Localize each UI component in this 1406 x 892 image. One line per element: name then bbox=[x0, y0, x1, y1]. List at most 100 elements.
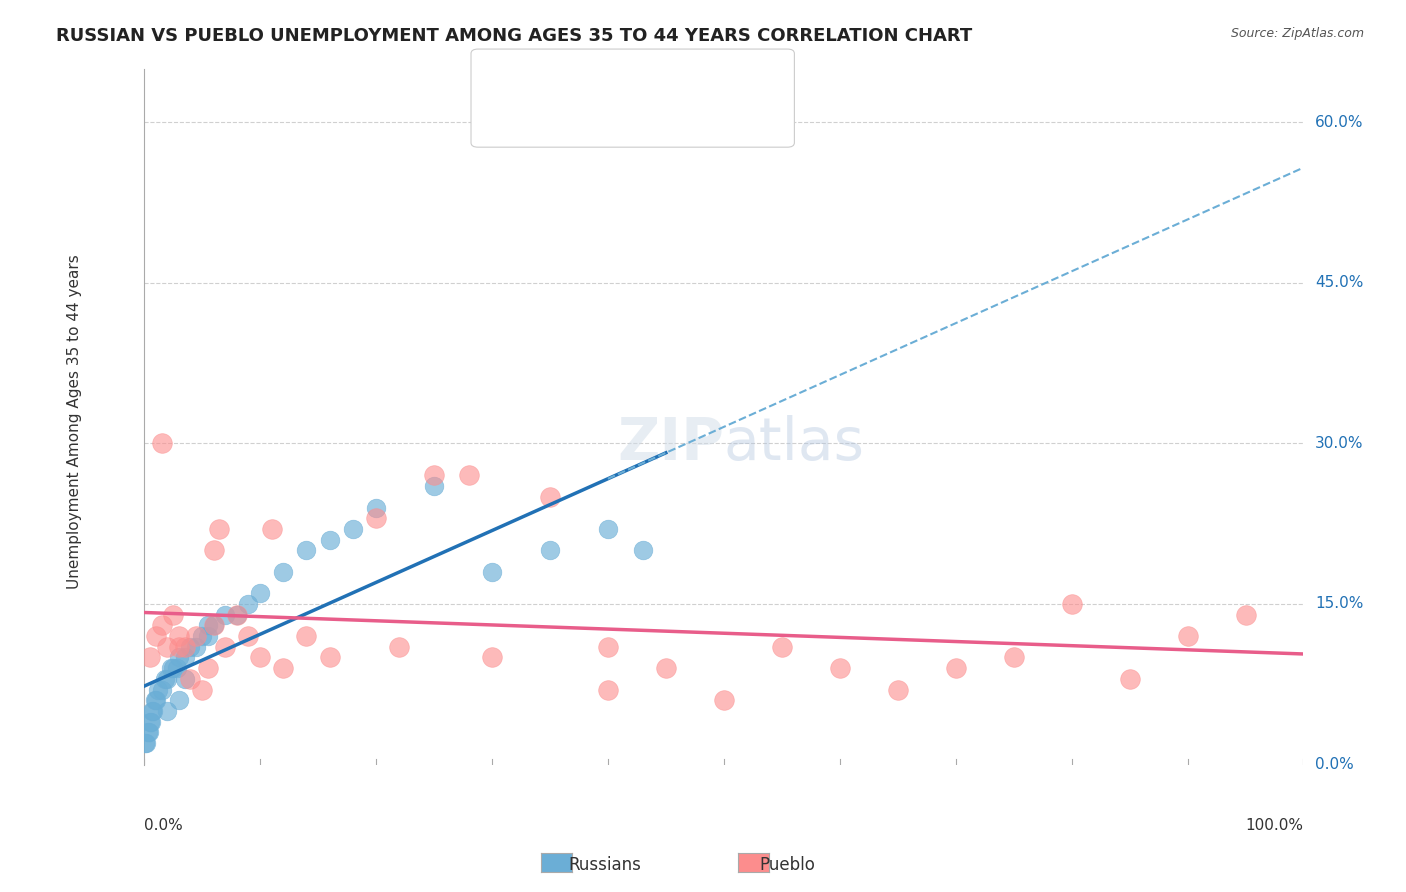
Point bbox=[197, 629, 219, 643]
Text: 0.0%: 0.0% bbox=[145, 818, 183, 833]
Point bbox=[423, 468, 446, 483]
Point bbox=[139, 714, 162, 729]
Point bbox=[156, 640, 179, 654]
Point bbox=[342, 522, 364, 536]
Point bbox=[162, 607, 184, 622]
Text: 100.0%: 100.0% bbox=[1246, 818, 1303, 833]
Text: Unemployment Among Ages 35 to 44 years: Unemployment Among Ages 35 to 44 years bbox=[67, 254, 82, 590]
Point bbox=[828, 661, 851, 675]
Point bbox=[150, 436, 173, 450]
Point bbox=[145, 693, 167, 707]
Point bbox=[295, 543, 318, 558]
Point bbox=[886, 682, 908, 697]
Point bbox=[208, 522, 231, 536]
Point bbox=[150, 682, 173, 697]
Point bbox=[179, 672, 201, 686]
Point bbox=[238, 597, 260, 611]
Point bbox=[388, 640, 411, 654]
Point bbox=[318, 650, 340, 665]
Point bbox=[167, 640, 190, 654]
Point bbox=[136, 725, 159, 739]
Point bbox=[271, 661, 294, 675]
Point bbox=[457, 468, 479, 483]
Text: Source: ZipAtlas.com: Source: ZipAtlas.com bbox=[1230, 27, 1364, 40]
Point bbox=[173, 640, 195, 654]
Text: ZIP: ZIP bbox=[617, 415, 724, 472]
Point bbox=[191, 682, 214, 697]
Point bbox=[596, 640, 619, 654]
Point bbox=[162, 661, 184, 675]
Point bbox=[135, 736, 157, 750]
Point bbox=[202, 543, 225, 558]
Point bbox=[150, 618, 173, 632]
Point bbox=[156, 704, 179, 718]
Point bbox=[142, 704, 165, 718]
Point bbox=[271, 565, 294, 579]
Point bbox=[153, 672, 176, 686]
Text: atlas: atlas bbox=[724, 415, 865, 472]
Point bbox=[249, 586, 271, 600]
Point bbox=[596, 682, 619, 697]
Point bbox=[191, 629, 214, 643]
Point bbox=[364, 511, 387, 525]
Point bbox=[538, 543, 561, 558]
Text: 60.0%: 60.0% bbox=[1315, 114, 1364, 129]
Point bbox=[156, 672, 179, 686]
Point bbox=[423, 479, 446, 493]
Point bbox=[225, 607, 247, 622]
Point bbox=[1002, 650, 1025, 665]
Text: R = 0.609   N = 42: R = 0.609 N = 42 bbox=[538, 73, 696, 91]
Point bbox=[596, 522, 619, 536]
Point bbox=[167, 693, 190, 707]
Point bbox=[134, 736, 156, 750]
Point bbox=[655, 661, 678, 675]
Point bbox=[1234, 607, 1257, 622]
Point bbox=[318, 533, 340, 547]
Point bbox=[713, 693, 735, 707]
Point bbox=[538, 490, 561, 504]
Point bbox=[179, 640, 201, 654]
Point bbox=[202, 618, 225, 632]
Point bbox=[214, 607, 236, 622]
Text: RUSSIAN VS PUEBLO UNEMPLOYMENT AMONG AGES 35 TO 44 YEARS CORRELATION CHART: RUSSIAN VS PUEBLO UNEMPLOYMENT AMONG AGE… bbox=[56, 27, 973, 45]
Point bbox=[249, 650, 271, 665]
Point bbox=[631, 543, 654, 558]
Point bbox=[141, 704, 163, 718]
Point bbox=[186, 629, 208, 643]
Point bbox=[143, 693, 166, 707]
Point bbox=[173, 672, 195, 686]
Point bbox=[202, 618, 225, 632]
Point bbox=[159, 661, 181, 675]
Point bbox=[481, 565, 503, 579]
Point bbox=[1118, 672, 1140, 686]
Point bbox=[945, 661, 967, 675]
Point bbox=[481, 650, 503, 665]
Point bbox=[260, 522, 283, 536]
Point bbox=[295, 629, 318, 643]
Point bbox=[214, 640, 236, 654]
Point bbox=[197, 618, 219, 632]
Point bbox=[166, 661, 188, 675]
Point bbox=[139, 650, 162, 665]
Point bbox=[225, 607, 247, 622]
Point bbox=[167, 650, 190, 665]
Point bbox=[186, 640, 208, 654]
Point bbox=[1060, 597, 1083, 611]
Point bbox=[238, 629, 260, 643]
Text: 45.0%: 45.0% bbox=[1315, 276, 1364, 290]
Point bbox=[173, 650, 195, 665]
Point bbox=[364, 500, 387, 515]
Text: 15.0%: 15.0% bbox=[1315, 597, 1364, 611]
Point bbox=[770, 640, 793, 654]
Text: 30.0%: 30.0% bbox=[1315, 436, 1364, 450]
Point bbox=[197, 661, 219, 675]
Point bbox=[1177, 629, 1199, 643]
Point bbox=[146, 682, 169, 697]
Text: Russians: Russians bbox=[568, 856, 641, 874]
Point bbox=[167, 629, 190, 643]
Text: R = 0.244   N = 43: R = 0.244 N = 43 bbox=[538, 112, 696, 129]
Point bbox=[138, 725, 160, 739]
Text: 0.0%: 0.0% bbox=[1315, 757, 1354, 772]
Point bbox=[145, 629, 167, 643]
Text: Pueblo: Pueblo bbox=[759, 856, 815, 874]
